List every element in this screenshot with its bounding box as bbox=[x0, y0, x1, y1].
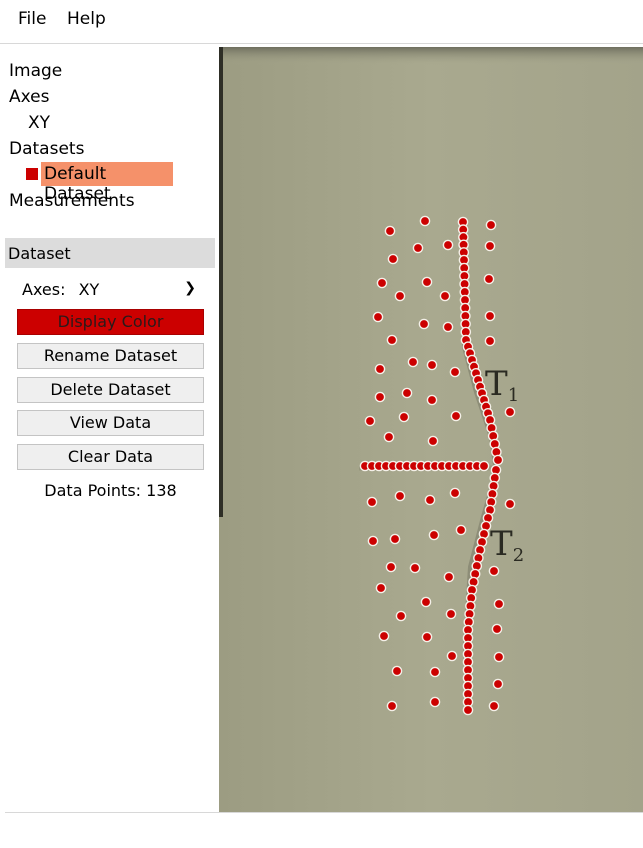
menu-file[interactable]: File bbox=[18, 9, 47, 29]
data-point[interactable] bbox=[443, 571, 455, 583]
data-points-label: Data Points: bbox=[44, 481, 142, 500]
tree-item-axes-xy[interactable]: XY bbox=[28, 113, 51, 133]
data-point[interactable] bbox=[426, 394, 438, 406]
data-point[interactable] bbox=[394, 490, 406, 502]
bottom-divider bbox=[5, 812, 643, 813]
data-point[interactable] bbox=[429, 666, 441, 678]
data-point[interactable] bbox=[383, 431, 395, 443]
data-point[interactable] bbox=[375, 582, 387, 594]
data-point[interactable] bbox=[394, 290, 406, 302]
data-point[interactable] bbox=[378, 630, 390, 642]
data-point[interactable] bbox=[386, 700, 398, 712]
rename-dataset-button[interactable]: Rename Dataset bbox=[17, 343, 204, 369]
menu-bar: File Help bbox=[0, 0, 643, 44]
clear-data-button[interactable]: Clear Data bbox=[17, 444, 204, 470]
data-points-count: Data Points: 138 bbox=[17, 481, 204, 500]
axes-select-value: XY bbox=[78, 280, 100, 299]
data-point[interactable] bbox=[449, 487, 461, 499]
data-point[interactable] bbox=[493, 598, 505, 610]
data-point[interactable] bbox=[450, 410, 462, 422]
data-point[interactable] bbox=[391, 665, 403, 677]
menu-help[interactable]: Help bbox=[67, 9, 106, 29]
data-point[interactable] bbox=[421, 631, 433, 643]
data-point[interactable] bbox=[395, 610, 407, 622]
data-point[interactable] bbox=[428, 529, 440, 541]
data-point[interactable] bbox=[462, 704, 474, 716]
data-point[interactable] bbox=[483, 273, 495, 285]
data-point[interactable] bbox=[427, 435, 439, 447]
data-point[interactable] bbox=[401, 387, 413, 399]
data-point[interactable] bbox=[429, 696, 441, 708]
data-point[interactable] bbox=[366, 496, 378, 508]
data-point[interactable] bbox=[418, 318, 430, 330]
data-point[interactable] bbox=[374, 363, 386, 375]
image-canvas[interactable]: T1 T2 bbox=[219, 47, 643, 812]
data-point[interactable] bbox=[504, 406, 516, 418]
image-svg: T1 T2 bbox=[219, 47, 643, 812]
view-data-button[interactable]: View Data bbox=[17, 410, 204, 436]
data-point[interactable] bbox=[409, 562, 421, 574]
data-point[interactable] bbox=[491, 623, 503, 635]
data-point[interactable] bbox=[445, 608, 457, 620]
data-point[interactable] bbox=[364, 415, 376, 427]
display-color-button[interactable]: Display Color bbox=[17, 309, 204, 335]
t1-label: T1 bbox=[485, 364, 519, 406]
data-point[interactable] bbox=[389, 533, 401, 545]
data-point[interactable] bbox=[484, 240, 496, 252]
tree-item-measurements[interactable]: Measurements bbox=[9, 191, 135, 211]
data-point[interactable] bbox=[384, 225, 396, 237]
data-point[interactable] bbox=[387, 253, 399, 265]
data-point[interactable] bbox=[484, 310, 496, 322]
dataset-panel-header: Dataset bbox=[5, 238, 215, 268]
axes-select-label: Axes: bbox=[22, 280, 66, 299]
data-point[interactable] bbox=[493, 651, 505, 663]
delete-dataset-button[interactable]: Delete Dataset bbox=[17, 377, 204, 403]
image-background bbox=[219, 47, 643, 812]
data-point[interactable] bbox=[376, 277, 388, 289]
data-point[interactable] bbox=[386, 334, 398, 346]
data-points-value: 138 bbox=[146, 481, 177, 500]
tree-item-default-dataset[interactable]: Default Dataset bbox=[41, 162, 173, 204]
axes-select[interactable]: Axes: XY ❯ bbox=[22, 280, 202, 302]
data-point[interactable] bbox=[485, 219, 497, 231]
dataset-color-swatch bbox=[26, 168, 38, 180]
data-points-layer bbox=[359, 215, 516, 716]
data-point[interactable] bbox=[426, 359, 438, 371]
data-point[interactable] bbox=[407, 356, 419, 368]
data-point[interactable] bbox=[488, 700, 500, 712]
default-dataset-label: Default Dataset bbox=[44, 164, 111, 204]
data-point[interactable] bbox=[385, 561, 397, 573]
chevron-down-icon: ❯ bbox=[184, 280, 196, 296]
data-point[interactable] bbox=[421, 276, 433, 288]
data-point[interactable] bbox=[398, 411, 410, 423]
tree-item-axes[interactable]: Axes bbox=[9, 87, 50, 107]
data-point[interactable] bbox=[455, 524, 467, 536]
data-point[interactable] bbox=[424, 494, 436, 506]
tree-item-image[interactable]: Image bbox=[9, 61, 63, 81]
tree-item-datasets[interactable]: Datasets bbox=[9, 139, 85, 159]
data-point[interactable] bbox=[504, 498, 516, 510]
dataset-panel-title: Dataset bbox=[8, 244, 71, 263]
data-point[interactable] bbox=[484, 335, 496, 347]
image-left-edge bbox=[219, 47, 223, 517]
data-point[interactable] bbox=[488, 565, 500, 577]
data-point[interactable] bbox=[492, 454, 504, 466]
data-point[interactable] bbox=[374, 391, 386, 403]
data-point[interactable] bbox=[412, 242, 424, 254]
data-point[interactable] bbox=[419, 215, 431, 227]
data-point[interactable] bbox=[439, 290, 451, 302]
t2-label: T2 bbox=[490, 524, 524, 566]
data-point[interactable] bbox=[478, 460, 490, 472]
data-point[interactable] bbox=[420, 596, 432, 608]
data-point[interactable] bbox=[446, 650, 458, 662]
data-point[interactable] bbox=[492, 678, 504, 690]
data-point[interactable] bbox=[449, 366, 461, 378]
data-point[interactable] bbox=[372, 311, 384, 323]
data-point[interactable] bbox=[442, 321, 454, 333]
data-point[interactable] bbox=[442, 239, 454, 251]
data-point[interactable] bbox=[367, 535, 379, 547]
image-top-shadow bbox=[219, 47, 643, 65]
